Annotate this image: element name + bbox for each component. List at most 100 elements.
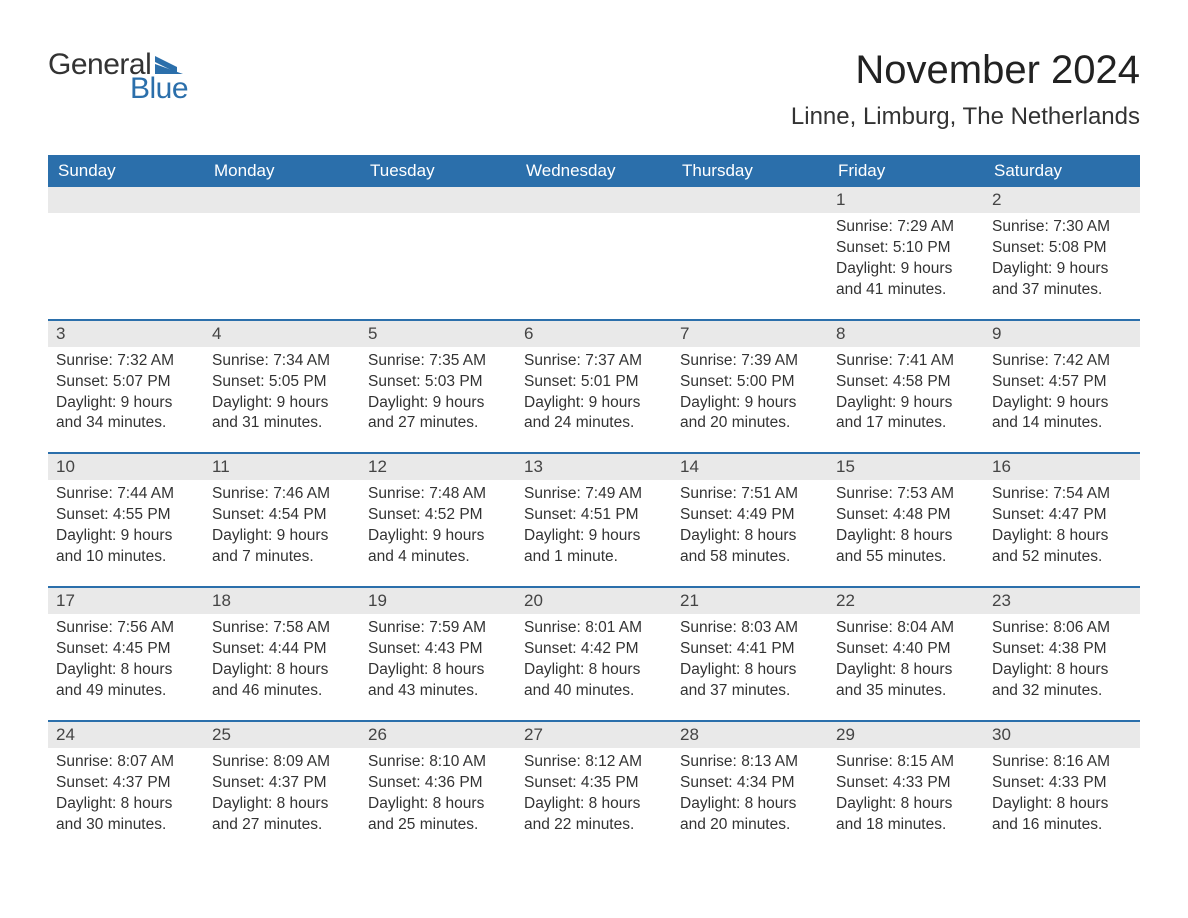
sunset-label: Sunset: — [56, 506, 109, 523]
weeks-container: 1Sunrise: 7:29 AMSunset: 5:10 PMDaylight… — [48, 187, 1140, 835]
sunrise-line: Sunrise: 7:46 AM — [212, 484, 352, 505]
calendar-cell: 6Sunrise: 7:37 AMSunset: 5:01 PMDaylight… — [516, 321, 672, 435]
sunrise-line: Sunrise: 7:54 AM — [992, 484, 1132, 505]
day-number: 3 — [48, 321, 204, 347]
day-number: 14 — [672, 454, 828, 480]
sunset-value: 4:42 PM — [581, 640, 639, 657]
sunset-line: Sunset: 4:55 PM — [56, 505, 196, 526]
sunrise-label: Sunrise: — [56, 352, 113, 369]
day-details: Sunrise: 7:49 AMSunset: 4:51 PMDaylight:… — [516, 480, 672, 568]
sunrise-value: 7:41 AM — [897, 352, 954, 369]
daylight-label: Daylight: — [368, 527, 428, 544]
sunset-line: Sunset: 4:33 PM — [836, 773, 976, 794]
sunset-label: Sunset: — [524, 506, 577, 523]
daylight-label: Daylight: — [56, 795, 116, 812]
calendar-cell — [48, 187, 204, 301]
sunset-line: Sunset: 4:42 PM — [524, 639, 664, 660]
day-number: 12 — [360, 454, 516, 480]
day-details: Sunrise: 8:09 AMSunset: 4:37 PMDaylight:… — [204, 748, 360, 836]
daylight-label: Daylight: — [524, 795, 584, 812]
week-row: 17Sunrise: 7:56 AMSunset: 4:45 PMDayligh… — [48, 586, 1140, 702]
calendar-cell: 15Sunrise: 7:53 AMSunset: 4:48 PMDayligh… — [828, 454, 984, 568]
calendar-cell: 24Sunrise: 8:07 AMSunset: 4:37 PMDayligh… — [48, 722, 204, 836]
sunrise-line: Sunrise: 8:12 AM — [524, 752, 664, 773]
day-number: 8 — [828, 321, 984, 347]
sunrise-line: Sunrise: 7:49 AM — [524, 484, 664, 505]
sunset-label: Sunset: — [836, 774, 889, 791]
daylight-label: Daylight: — [992, 661, 1052, 678]
day-details: Sunrise: 8:13 AMSunset: 4:34 PMDaylight:… — [672, 748, 828, 836]
sunrise-label: Sunrise: — [836, 485, 893, 502]
day-details: Sunrise: 8:06 AMSunset: 4:38 PMDaylight:… — [984, 614, 1140, 702]
sunset-line: Sunset: 4:43 PM — [368, 639, 508, 660]
daylight-label: Daylight: — [56, 527, 116, 544]
sunset-value: 5:00 PM — [737, 373, 795, 390]
daylight-line: Daylight: 8 hours and 46 minutes. — [212, 660, 352, 702]
sunset-value: 5:07 PM — [113, 373, 171, 390]
sunset-line: Sunset: 4:48 PM — [836, 505, 976, 526]
sunrise-label: Sunrise: — [680, 753, 737, 770]
sunset-value: 4:33 PM — [1049, 774, 1107, 791]
sunset-value: 4:33 PM — [893, 774, 951, 791]
day-number: 2 — [984, 187, 1140, 213]
daylight-line: Daylight: 8 hours and 37 minutes. — [680, 660, 820, 702]
daylight-line: Daylight: 8 hours and 55 minutes. — [836, 526, 976, 568]
daylight-label: Daylight: — [524, 527, 584, 544]
sunset-label: Sunset: — [680, 774, 733, 791]
sunset-line: Sunset: 4:47 PM — [992, 505, 1132, 526]
day-number: 21 — [672, 588, 828, 614]
weekday-header-row: Sunday Monday Tuesday Wednesday Thursday… — [48, 155, 1140, 187]
sunset-line: Sunset: 5:03 PM — [368, 372, 508, 393]
sunset-value: 4:38 PM — [1049, 640, 1107, 657]
sunrise-line: Sunrise: 7:37 AM — [524, 351, 664, 372]
sunrise-line: Sunrise: 8:06 AM — [992, 618, 1132, 639]
sunrise-value: 7:42 AM — [1053, 352, 1110, 369]
sunset-value: 4:58 PM — [893, 373, 951, 390]
sunrise-label: Sunrise: — [212, 352, 269, 369]
daylight-line: Daylight: 8 hours and 22 minutes. — [524, 794, 664, 836]
sunset-label: Sunset: — [212, 506, 265, 523]
day-number: 15 — [828, 454, 984, 480]
sunrise-line: Sunrise: 8:03 AM — [680, 618, 820, 639]
sunrise-label: Sunrise: — [212, 753, 269, 770]
sunset-value: 4:54 PM — [269, 506, 327, 523]
sunset-label: Sunset: — [836, 373, 889, 390]
sunset-line: Sunset: 4:33 PM — [992, 773, 1132, 794]
sunset-value: 4:47 PM — [1049, 506, 1107, 523]
sunrise-label: Sunrise: — [368, 485, 425, 502]
day-details: Sunrise: 7:44 AMSunset: 4:55 PMDaylight:… — [48, 480, 204, 568]
sunset-line: Sunset: 4:35 PM — [524, 773, 664, 794]
day-number: 25 — [204, 722, 360, 748]
sunset-label: Sunset: — [836, 640, 889, 657]
daylight-label: Daylight: — [992, 394, 1052, 411]
daylight-line: Daylight: 9 hours and 1 minute. — [524, 526, 664, 568]
daylight-line: Daylight: 9 hours and 20 minutes. — [680, 393, 820, 435]
daylight-line: Daylight: 9 hours and 14 minutes. — [992, 393, 1132, 435]
daylight-line: Daylight: 8 hours and 49 minutes. — [56, 660, 196, 702]
sunrise-line: Sunrise: 8:16 AM — [992, 752, 1132, 773]
sunrise-line: Sunrise: 7:42 AM — [992, 351, 1132, 372]
sunrise-line: Sunrise: 8:15 AM — [836, 752, 976, 773]
sunset-value: 4:41 PM — [737, 640, 795, 657]
day-details: Sunrise: 7:51 AMSunset: 4:49 PMDaylight:… — [672, 480, 828, 568]
sunset-line: Sunset: 4:52 PM — [368, 505, 508, 526]
logo: General Blue — [48, 48, 188, 106]
sunrise-value: 7:54 AM — [1053, 485, 1110, 502]
calendar-cell: 28Sunrise: 8:13 AMSunset: 4:34 PMDayligh… — [672, 722, 828, 836]
daylight-label: Daylight: — [368, 795, 428, 812]
calendar-cell — [672, 187, 828, 301]
sunrise-value: 7:44 AM — [117, 485, 174, 502]
day-number: 5 — [360, 321, 516, 347]
sunset-line: Sunset: 5:07 PM — [56, 372, 196, 393]
day-details: Sunrise: 8:15 AMSunset: 4:33 PMDaylight:… — [828, 748, 984, 836]
daylight-label: Daylight: — [212, 661, 272, 678]
sunrise-label: Sunrise: — [212, 485, 269, 502]
calendar-cell: 26Sunrise: 8:10 AMSunset: 4:36 PMDayligh… — [360, 722, 516, 836]
sunrise-line: Sunrise: 8:04 AM — [836, 618, 976, 639]
daylight-label: Daylight: — [992, 795, 1052, 812]
day-details: Sunrise: 7:59 AMSunset: 4:43 PMDaylight:… — [360, 614, 516, 702]
sunset-value: 4:37 PM — [269, 774, 327, 791]
sunset-label: Sunset: — [368, 506, 421, 523]
sunrise-label: Sunrise: — [992, 352, 1049, 369]
sunset-label: Sunset: — [368, 373, 421, 390]
